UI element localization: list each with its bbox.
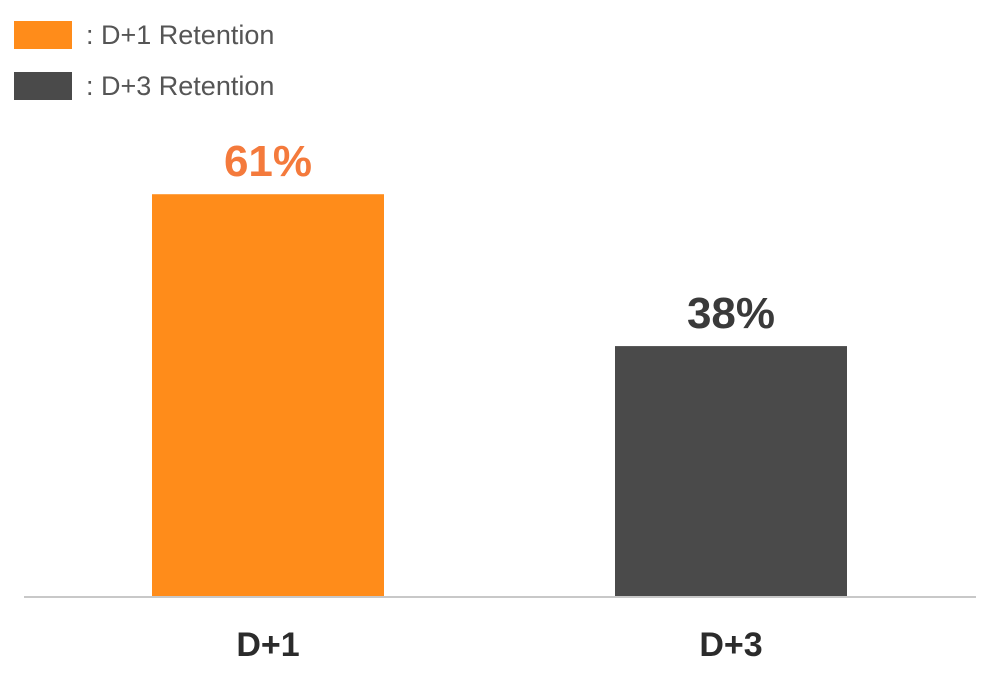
legend-item-d1: : D+1 Retention	[14, 20, 274, 50]
category-label-d3: D+3	[699, 626, 762, 664]
value-label-d3: 38%	[687, 289, 775, 338]
legend: : D+1 Retention : D+3 Retention	[14, 20, 274, 122]
legend-label-d3: : D+3 Retention	[86, 70, 275, 101]
legend-item-d3: : D+3 Retention	[14, 71, 274, 101]
legend-swatch-d3	[14, 72, 72, 100]
category-label-d1: D+1	[236, 626, 299, 664]
legend-swatch-d1	[14, 21, 72, 49]
bar-d1	[152, 194, 384, 597]
bar-d3	[615, 346, 847, 597]
legend-label-d1: : D+1 Retention	[86, 19, 275, 50]
value-label-d1: 61%	[224, 137, 312, 186]
